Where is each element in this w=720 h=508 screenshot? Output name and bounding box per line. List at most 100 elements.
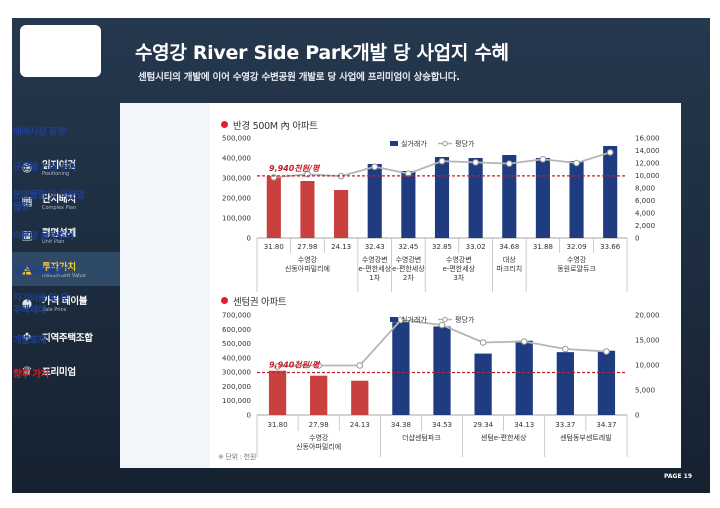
y-tick-right: 0 xyxy=(635,235,639,243)
line-point xyxy=(479,339,487,346)
section-bullet xyxy=(221,121,228,128)
y-tick-right: 5,000 xyxy=(635,387,655,395)
bar xyxy=(468,158,483,238)
group-label: 센텀동부센트레빌 xyxy=(560,433,612,442)
left-nav-label: 가격 테이블 xyxy=(42,296,88,307)
y-tick-right: 4,000 xyxy=(635,210,655,218)
line-point xyxy=(371,163,379,171)
line-point xyxy=(573,159,580,167)
left-nav-label: 평면설계 xyxy=(42,228,76,239)
left-nav-item-positioning[interactable]: ◉ 입지여건 Positioning xyxy=(12,150,120,184)
group-label: 수영강변 e-편한세상 3차 xyxy=(443,255,476,282)
legend-swatch-point xyxy=(442,140,448,147)
y-tick-left: 200,000 xyxy=(222,383,251,391)
y-tick-right: 14,000 xyxy=(635,147,660,155)
floor-plan-icon: ▣ xyxy=(21,228,33,242)
left-nav-sub: Unit Plan xyxy=(42,239,65,245)
bar xyxy=(351,380,369,415)
page-title: 수영강 River Side Park개발 당 사업지 수혜 xyxy=(135,42,509,64)
bar xyxy=(334,190,349,238)
legend-label: 실거래가 xyxy=(401,139,427,148)
line-point xyxy=(606,149,614,156)
line-point xyxy=(472,159,479,166)
line-point xyxy=(274,363,281,370)
sub-nav-item-market[interactable]: 매매시장 동향 xyxy=(13,127,66,138)
section-bullet xyxy=(221,297,228,304)
y-tick-left: 100,000 xyxy=(222,215,251,223)
left-nav-item-price[interactable]: ● 가격 테이블 Sale Price xyxy=(12,286,120,320)
y-tick-right: 10,000 xyxy=(635,172,660,180)
unit-note: ※ 단위 : 천원 xyxy=(218,453,256,461)
x-tick-label: 29.34 xyxy=(473,421,494,429)
building-icon: ▦ xyxy=(21,194,33,208)
bar xyxy=(310,375,328,415)
sub-nav-item-development[interactable]: 개발호재 xyxy=(13,335,46,346)
y-tick-left: 100,000 xyxy=(222,397,251,405)
left-nav-label: 프리미엄 xyxy=(42,367,76,378)
bar xyxy=(433,326,451,415)
x-tick-label: 32.43 xyxy=(365,243,385,251)
line-point xyxy=(315,362,322,369)
bar xyxy=(392,322,410,415)
y-tick-right: 8,000 xyxy=(635,185,655,193)
left-nav-item-investment[interactable]: ▲ 투자가치 Investment Value xyxy=(12,252,120,286)
bar xyxy=(597,350,616,415)
y-tick-right: 0 xyxy=(635,412,639,420)
legend-swatch-point xyxy=(442,316,448,323)
group-label: 수영강변 e-편한세상 2차 xyxy=(392,255,425,282)
left-nav-item-premium[interactable]: ♛ 프리미엄 xyxy=(12,354,120,388)
line-point xyxy=(356,362,364,369)
sub-nav-item-unsold[interactable]: 미분양 물량추이 xyxy=(13,231,74,242)
price-tag-icon: ● xyxy=(21,296,33,310)
x-tick-label: 31.80 xyxy=(264,243,284,251)
left-nav-label: 입지여건 xyxy=(42,160,76,171)
y-tick-right: 10,000 xyxy=(635,362,660,370)
y-tick-left: 300,000 xyxy=(222,175,251,183)
left-nav-item-union[interactable]: ❖ 지역주택조합 xyxy=(12,320,120,354)
x-tick-label: 34.13 xyxy=(514,421,534,429)
line-point xyxy=(438,321,446,329)
x-tick-label: 32.45 xyxy=(398,243,418,251)
reference-label: 9,940천원/평 xyxy=(269,361,321,370)
bar xyxy=(502,155,517,238)
sub-nav-item-future-value[interactable]: 향후 가치 xyxy=(13,369,49,380)
handshake-icon: ❖ xyxy=(21,330,33,344)
sub-nav xyxy=(120,103,210,468)
map-pin-icon: ◉ xyxy=(21,160,33,174)
logo-placeholder xyxy=(20,25,101,77)
left-nav-sub: Complex Plan xyxy=(42,205,77,211)
group-label: 더샵센텀파크 xyxy=(402,433,441,442)
y-tick-left: 200,000 xyxy=(222,195,251,203)
sub-nav-item-size-trend[interactable]: 규모별 거래 추이 xyxy=(13,162,77,173)
bar xyxy=(515,340,533,415)
y-tick-right: 2,000 xyxy=(635,222,655,230)
legend-swatch-bar xyxy=(390,317,398,322)
chart2-title: 센텀권 아파트 xyxy=(233,297,287,308)
bar xyxy=(367,164,382,238)
x-tick-label: 31.80 xyxy=(268,421,288,429)
sub-nav-item-move-in[interactable]: 입주예정 물량 xyxy=(13,266,66,277)
y-tick-left: 600,000 xyxy=(222,326,251,334)
left-nav-item-unit[interactable]: ▣ 평면설계 Unit Plan xyxy=(12,218,120,252)
left-nav-item-complex[interactable]: ▦ 단지배치 Complex Plan xyxy=(12,184,120,218)
sub-nav-item-ownership[interactable]: 자가비율 및 무주택세대 xyxy=(13,293,69,316)
sub-nav-item-supply[interactable]: 분양물량 및 미분양 물량 xyxy=(13,190,85,213)
bar xyxy=(266,176,281,238)
legend-swatch-bar xyxy=(390,141,398,146)
x-tick-label: 33.37 xyxy=(555,421,575,429)
x-tick-label: 33.66 xyxy=(600,243,621,251)
y-tick-right: 20,000 xyxy=(635,312,660,320)
line-point xyxy=(505,160,513,167)
y-tick-left: 700,000 xyxy=(222,312,251,320)
y-tick-left: 300,000 xyxy=(222,369,251,377)
y-tick-left: 0 xyxy=(247,412,251,420)
legend-label: 평당가 xyxy=(455,139,475,148)
left-nav-sub: Positioning xyxy=(42,171,70,177)
y-tick-right: 6,000 xyxy=(635,197,655,205)
y-tick-right: 16,000 xyxy=(635,135,660,143)
x-tick-label: 31.88 xyxy=(533,243,553,251)
group-label: 대상 파크리치 xyxy=(496,255,522,273)
bar xyxy=(535,158,550,238)
x-tick-label: 34.38 xyxy=(391,421,411,429)
